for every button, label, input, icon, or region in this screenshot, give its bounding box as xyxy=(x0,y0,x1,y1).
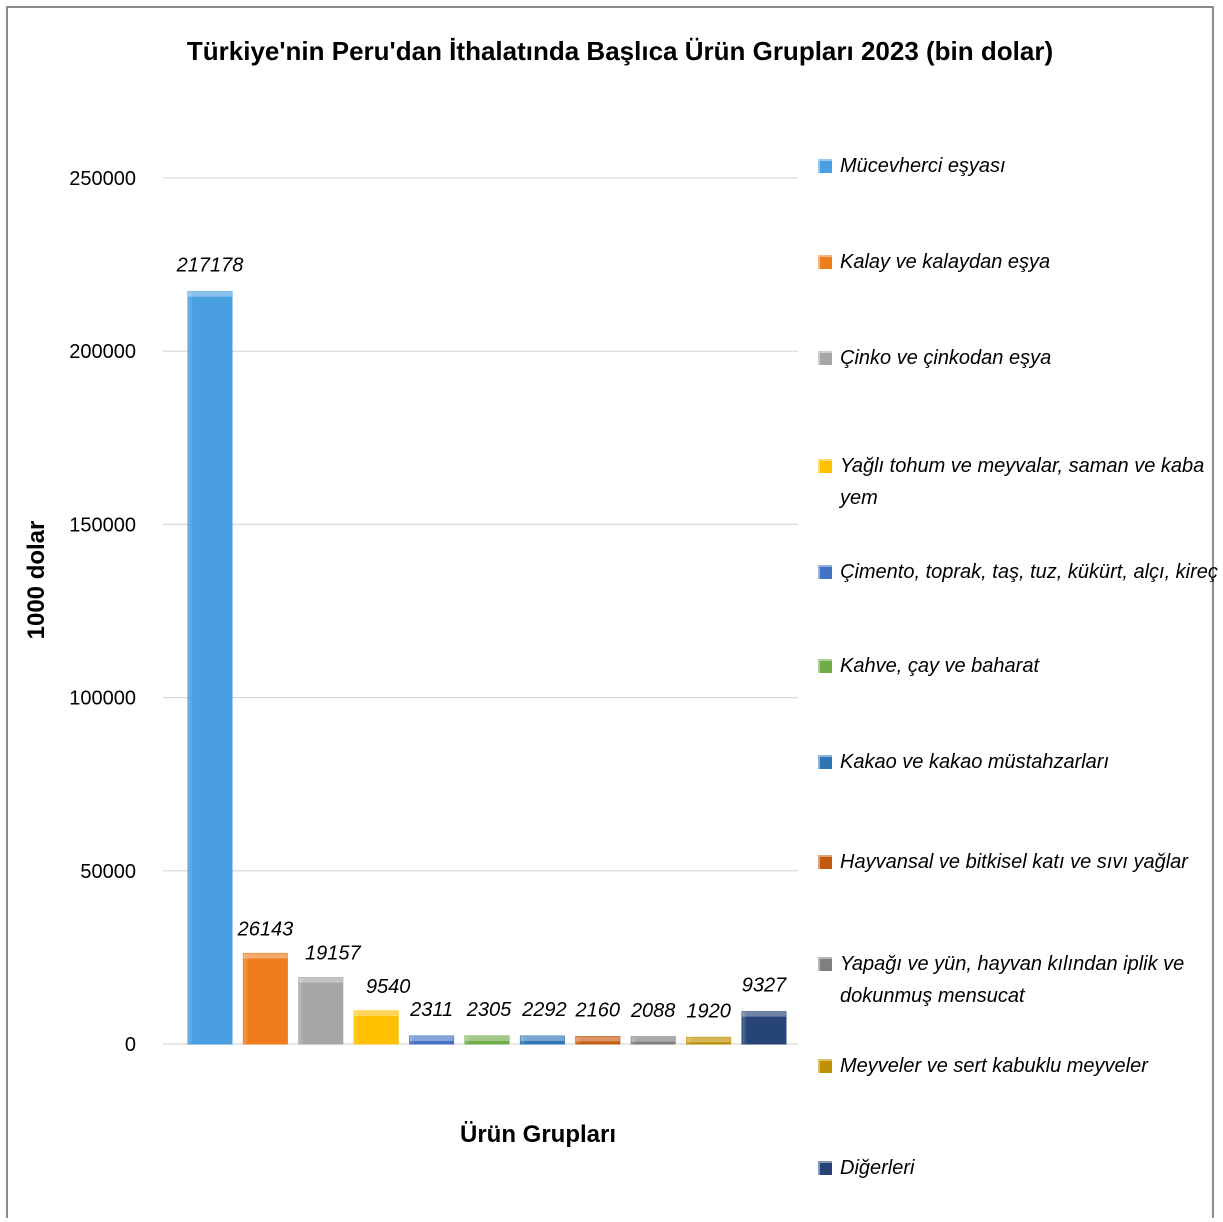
bar-highlight xyxy=(188,291,232,297)
legend-item: Hayvansal ve bitkisel katı ve sıvı yağla… xyxy=(818,846,1218,878)
bar-7 xyxy=(519,1035,565,1045)
y-tick-label: 250000 xyxy=(69,168,136,190)
legend-label: Yapağı ve yün, hayvan kılından iplik ve … xyxy=(840,953,1185,1007)
data-label: 2305 xyxy=(466,999,512,1021)
legend-label: Kahve, çay ve baharat xyxy=(840,655,1040,677)
legend-label: Yağlı tohum ve meyvalar, saman ve kaba y… xyxy=(840,455,1205,509)
legend-label: Mücevherci eşyası xyxy=(840,155,1006,177)
legend-label: Diğerleri xyxy=(840,1157,915,1179)
bar-1 xyxy=(187,291,233,1045)
legend-item: Kakao ve kakao müstahzarları xyxy=(818,746,1218,778)
y-tick-label: 0 xyxy=(125,1034,136,1056)
legend-swatch xyxy=(818,565,832,579)
legend-item: Kalay ve kalaydan eşya xyxy=(818,246,1218,278)
legend-label: Hayvansal ve bitkisel katı ve sıvı yağla… xyxy=(840,851,1188,873)
legend-swatch xyxy=(818,459,832,473)
legend-swatch xyxy=(818,1059,832,1073)
legend-item: Meyveler ve sert kabuklu meyveler xyxy=(818,1050,1218,1082)
bar-highlight xyxy=(631,1036,676,1042)
legend-item: Çinko ve çinkodan eşya xyxy=(818,342,1218,374)
bar-3 xyxy=(298,977,344,1045)
bar-6 xyxy=(464,1035,510,1045)
legend-swatch xyxy=(818,855,832,869)
legend-item: Yapağı ve yün, hayvan kılından iplik ve … xyxy=(818,948,1218,1012)
y-tick-label: 200000 xyxy=(69,341,136,363)
legend-label: Kakao ve kakao müstahzarları xyxy=(840,751,1110,773)
bar-highlight xyxy=(409,1035,454,1041)
bar-5 xyxy=(409,1035,455,1045)
data-label: 26143 xyxy=(237,918,294,940)
bar-highlight xyxy=(575,1036,620,1042)
y-tick-label: 150000 xyxy=(69,514,136,536)
bar-8 xyxy=(575,1036,621,1045)
bar-11 xyxy=(741,1011,787,1045)
x-axis-label: Ürün Grupları xyxy=(460,1121,616,1148)
data-label: 19157 xyxy=(305,943,361,965)
legend-label: Meyveler ve sert kabuklu meyveler xyxy=(840,1055,1148,1077)
legend-swatch xyxy=(818,755,832,769)
data-label: 2160 xyxy=(575,1000,621,1022)
bar-highlight xyxy=(465,1036,509,1042)
data-label: 2311 xyxy=(409,999,453,1021)
legend-swatch xyxy=(818,159,832,173)
y-tick-label: 100000 xyxy=(69,688,136,710)
legend-label: Çimento, toprak, taş, tuz, kükürt, alçı,… xyxy=(840,561,1218,583)
y-tick-label: 50000 xyxy=(80,861,136,883)
bar-highlight xyxy=(742,1011,786,1017)
bar-highlight xyxy=(243,953,288,959)
legend-label: Çinko ve çinkodan eşya xyxy=(840,347,1052,369)
data-label: 1920 xyxy=(686,1000,731,1022)
data-label: 2088 xyxy=(630,1000,676,1022)
y-axis-label: 1000 dolar xyxy=(23,521,50,640)
legend-item: Diğerleri xyxy=(818,1152,1218,1184)
bar-10 xyxy=(686,1036,732,1045)
bar-highlight xyxy=(520,1036,565,1042)
data-label: 9540 xyxy=(366,976,411,998)
chart-title: Türkiye'nin Peru'dan İthalatında Başlıca… xyxy=(186,36,1054,66)
bar-9 xyxy=(630,1036,676,1045)
legend-swatch xyxy=(818,659,832,673)
bar-highlight xyxy=(298,977,343,983)
bar-2 xyxy=(242,952,288,1045)
bar-highlight xyxy=(686,1037,731,1043)
legend-item: Yağlı tohum ve meyvalar, saman ve kaba y… xyxy=(818,450,1218,514)
legend-swatch xyxy=(818,957,832,971)
legend-swatch xyxy=(818,1161,832,1175)
data-label: 217178 xyxy=(176,255,244,277)
data-label: 2292 xyxy=(521,999,567,1021)
legend-item: Çimento, toprak, taş, tuz, kükürt, alçı,… xyxy=(818,556,1218,588)
legend-swatch xyxy=(818,255,832,269)
legend-item: Kahve, çay ve baharat xyxy=(818,650,1218,682)
bar-4 xyxy=(353,1010,399,1045)
legend-label: Kalay ve kalaydan eşya xyxy=(840,251,1051,273)
legend-item: Mücevherci eşyası xyxy=(818,150,1218,182)
bar-highlight xyxy=(354,1010,399,1016)
legend-swatch xyxy=(818,351,832,365)
data-label: 9327 xyxy=(742,975,787,997)
